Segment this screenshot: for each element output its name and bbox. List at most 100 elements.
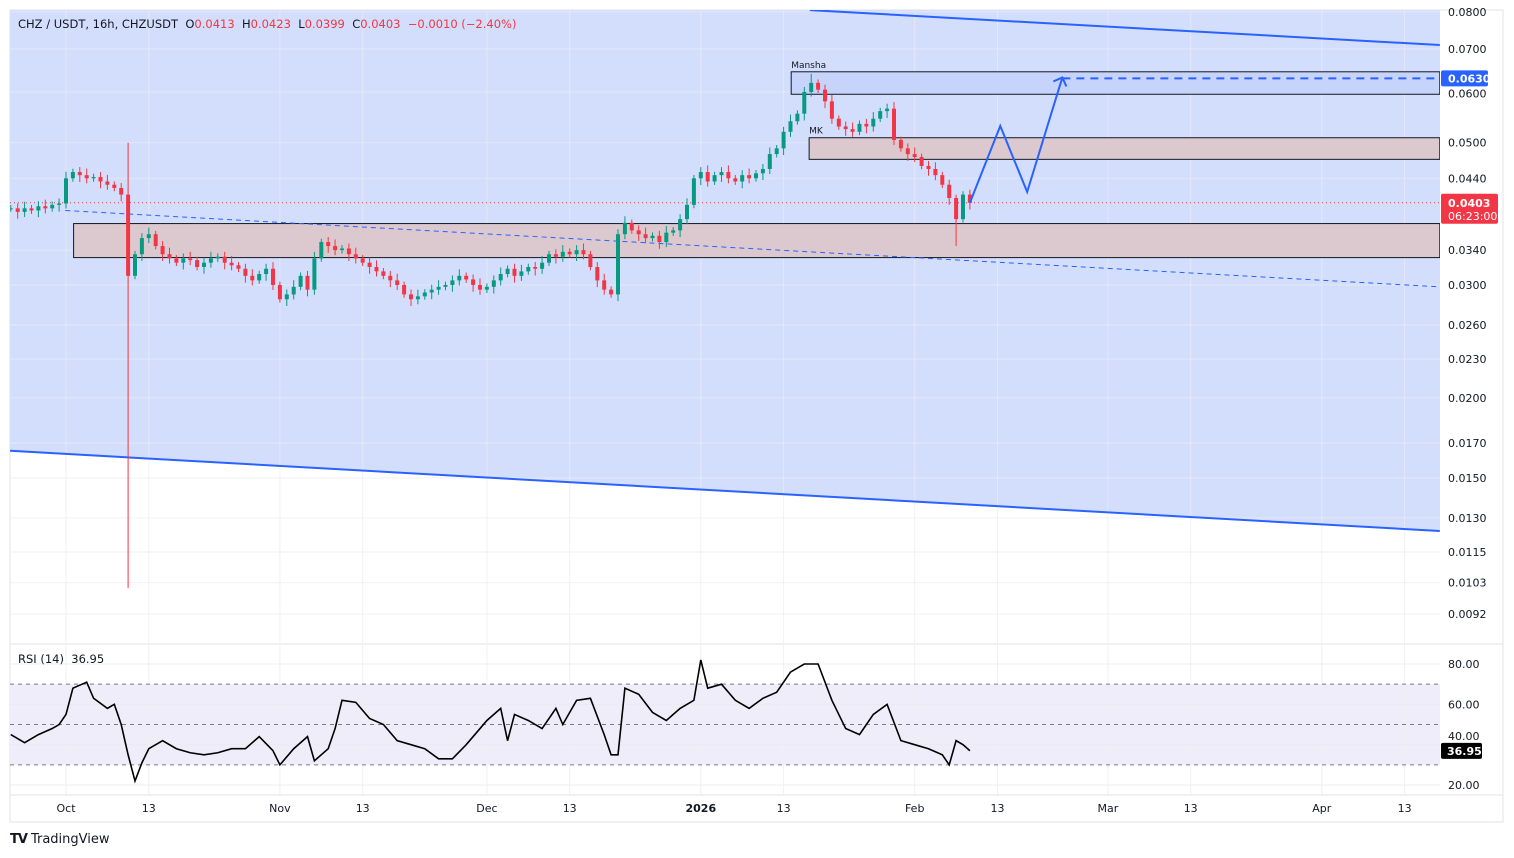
candle[interactable] [119, 183, 124, 202]
candle[interactable] [816, 79, 821, 93]
candle[interactable] [139, 233, 144, 262]
candle[interactable] [940, 171, 945, 189]
candle[interactable] [250, 269, 255, 286]
candle[interactable] [533, 262, 538, 276]
candle[interactable] [146, 227, 151, 244]
time-tick-label[interactable]: 13 [563, 802, 577, 815]
candle[interactable] [381, 268, 386, 280]
candle[interactable] [353, 247, 358, 264]
candle[interactable] [678, 214, 683, 238]
candle[interactable] [429, 284, 434, 300]
candle[interactable] [581, 243, 586, 260]
candle[interactable] [229, 256, 234, 271]
candle[interactable] [367, 257, 372, 274]
candle[interactable] [954, 194, 959, 247]
time-tick-label[interactable]: Feb [905, 802, 924, 815]
candle[interactable] [512, 263, 517, 283]
candle[interactable] [374, 260, 379, 277]
candle[interactable] [871, 112, 876, 132]
candle[interactable] [15, 203, 20, 219]
candle[interactable] [671, 227, 676, 237]
candle[interactable] [567, 248, 572, 258]
candle[interactable] [84, 168, 89, 184]
candle[interactable] [843, 121, 848, 136]
time-tick-label[interactable]: 13 [777, 802, 791, 815]
candle[interactable] [291, 280, 296, 300]
candle[interactable] [878, 107, 883, 123]
candle[interactable] [22, 201, 27, 217]
time-tick-label[interactable]: 13 [1184, 802, 1198, 815]
candle[interactable] [450, 275, 455, 292]
candle[interactable] [305, 270, 310, 297]
candle[interactable] [70, 168, 75, 182]
candle[interactable] [829, 94, 834, 124]
candle[interactable] [402, 281, 407, 298]
candle[interactable] [29, 205, 34, 214]
candle[interactable] [498, 267, 503, 286]
candle[interactable] [257, 270, 262, 284]
candle[interactable] [967, 189, 972, 210]
candle[interactable] [747, 168, 752, 184]
time-tick-label[interactable]: Oct [56, 802, 76, 815]
time-tick-label[interactable]: Nov [269, 802, 291, 815]
candle[interactable] [457, 269, 462, 286]
candle[interactable] [284, 289, 289, 307]
candle[interactable] [588, 250, 593, 271]
candle[interactable] [208, 251, 213, 268]
candle[interactable] [98, 172, 103, 189]
candle[interactable] [222, 251, 227, 270]
candle[interactable] [809, 73, 814, 97]
candle[interactable] [788, 114, 793, 137]
candle[interactable] [622, 216, 627, 240]
candle[interactable] [160, 241, 165, 262]
candle[interactable] [326, 237, 331, 253]
time-tick-label[interactable]: Mar [1098, 802, 1119, 815]
candle[interactable] [422, 289, 427, 300]
candle[interactable] [298, 272, 303, 291]
candle[interactable] [760, 164, 765, 181]
candle[interactable] [215, 253, 220, 262]
time-tick-label[interactable]: 13 [356, 802, 370, 815]
channel-upper-line[interactable] [809, 10, 1440, 47]
candle[interactable] [57, 198, 62, 212]
candle[interactable] [774, 145, 779, 158]
candle[interactable] [802, 86, 807, 121]
candle[interactable] [243, 263, 248, 283]
candle[interactable] [112, 181, 117, 192]
candle[interactable] [312, 251, 317, 295]
candle[interactable] [77, 167, 82, 182]
candle[interactable] [415, 289, 420, 305]
candle[interactable] [650, 232, 655, 242]
time-tick-label[interactable]: 13 [142, 802, 156, 815]
candle[interactable] [629, 219, 634, 234]
candle[interactable] [961, 191, 965, 223]
candle[interactable] [195, 256, 200, 271]
projection-path[interactable] [968, 77, 1064, 204]
candle[interactable] [926, 160, 931, 176]
candle[interactable] [657, 230, 662, 249]
candle[interactable] [526, 263, 531, 275]
candle[interactable] [505, 265, 510, 278]
candle[interactable] [340, 245, 344, 254]
candle[interactable] [754, 169, 758, 182]
candle[interactable] [740, 170, 745, 189]
candle[interactable] [595, 262, 600, 288]
candle[interactable] [664, 226, 669, 248]
candle[interactable] [133, 250, 137, 280]
candle[interactable] [864, 118, 869, 134]
candle[interactable] [202, 257, 206, 274]
candle[interactable] [933, 162, 938, 181]
candle[interactable] [898, 136, 903, 152]
candle[interactable] [264, 263, 269, 281]
candle[interactable] [43, 199, 48, 214]
candle[interactable] [181, 253, 186, 270]
candle[interactable] [346, 243, 351, 262]
rsi-line[interactable] [10, 659, 971, 784]
candle[interactable] [553, 249, 558, 264]
tradingview-brand[interactable]: TV TradingView [10, 832, 109, 847]
candle[interactable] [105, 174, 110, 190]
time-tick-label[interactable]: 13 [1398, 802, 1412, 815]
candle[interactable] [484, 283, 489, 294]
candle[interactable] [892, 102, 896, 145]
rsi-legend[interactable]: RSI (14) 36.95 [18, 652, 104, 666]
